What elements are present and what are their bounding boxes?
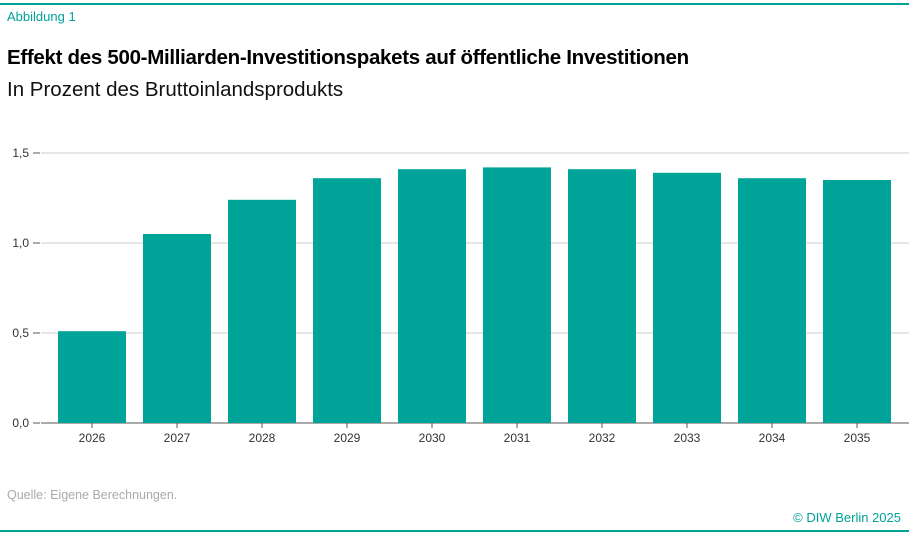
figure-label: Abbildung 1 — [7, 9, 76, 24]
x-tick-label: 2032 — [589, 431, 616, 445]
bar-chart: 0,0 0,5 1,0 1,5 2026 2027 2028 2029 2030 2031 2032… — [12, 146, 909, 445]
chart-title: Effekt des 500-Milliarden-Investitionspa… — [7, 46, 689, 69]
y-tick-label: 1,5 — [12, 146, 29, 160]
x-tick-label: 2028 — [249, 431, 276, 445]
x-tick-label: 2035 — [844, 431, 871, 445]
bar-2027 — [143, 234, 211, 423]
bar-2034 — [738, 178, 806, 423]
chart-subtitle: In Prozent des Bruttoinlandsprodukts — [7, 78, 344, 101]
x-tick-label: 2030 — [419, 431, 446, 445]
source-note: Quelle: Eigene Berechnungen. — [7, 488, 178, 502]
bar-2031 — [483, 167, 551, 423]
bar-2029 — [313, 178, 381, 423]
bottom-rule — [0, 530, 909, 532]
bar-2033 — [653, 172, 721, 423]
y-tick-label: 0,0 — [12, 416, 29, 430]
y-tick-label: 0,5 — [12, 326, 29, 340]
bar-2030 — [398, 169, 466, 423]
x-tick-label: 2027 — [164, 431, 191, 445]
y-tick-label: 1,0 — [12, 236, 29, 250]
x-tick-label: 2031 — [504, 431, 531, 445]
bar-2028 — [228, 199, 296, 423]
bar-2026 — [58, 331, 126, 423]
bar-2032 — [568, 169, 636, 423]
copyright: © DIW Berlin 2025 — [793, 510, 901, 525]
x-tick-label: 2026 — [79, 431, 106, 445]
x-tick-label: 2029 — [334, 431, 361, 445]
bar-2035 — [823, 180, 891, 423]
x-tick-label: 2033 — [674, 431, 701, 445]
top-rule — [0, 3, 909, 5]
x-tick-label: 2034 — [759, 431, 786, 445]
